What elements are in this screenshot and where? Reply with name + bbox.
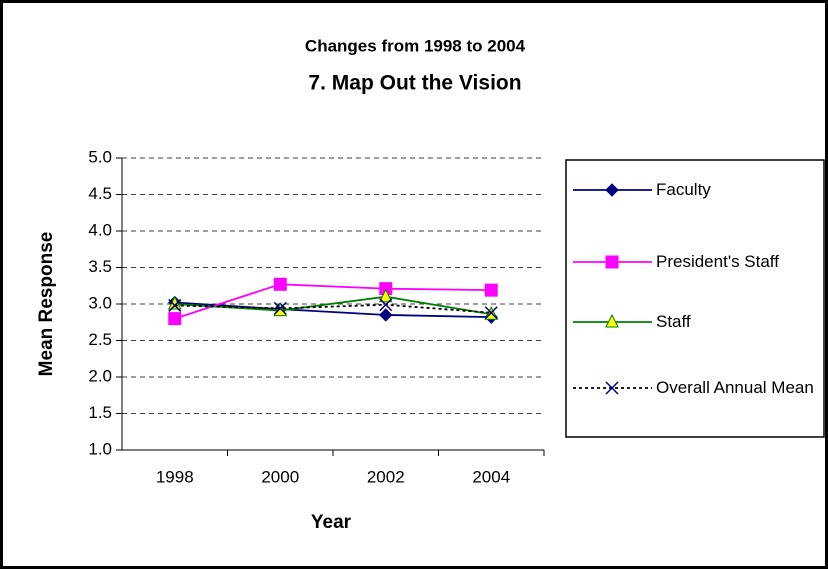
y-tick-label: 3.5 [88,257,112,276]
y-axis-label: Mean Response [36,232,57,377]
marker [379,308,393,322]
y-tick-label: 4.5 [88,184,112,203]
x-tick-label: 2000 [261,467,299,486]
x-tick-label: 2004 [472,467,510,486]
legend-label: Overall Annual Mean [656,378,814,397]
legend-label-box: Staff [656,312,691,331]
marker [605,313,619,328]
marker [484,283,498,297]
legend-label: Staff [656,312,691,331]
marker [168,312,182,326]
marker [378,288,393,303]
y-tick-label: 1.5 [88,403,112,422]
legend-label: Faculty [656,180,711,199]
y-tick-label: 3.0 [88,293,112,312]
legend-label-box: President's Staff [656,252,779,271]
y-tick-label: 1.0 [88,439,112,458]
series-line [174,301,492,319]
series-line [174,295,492,316]
series-line [174,303,492,314]
x-tick-label: 1998 [156,467,194,486]
marker [605,183,619,197]
y-tick-label: 5.0 [88,147,112,166]
marker [605,381,619,395]
chart-subtitle: 7. Map Out the Vision [308,72,521,95]
marker [605,255,619,269]
x-axis-label: Year [311,512,352,533]
marker [273,301,287,315]
marker [168,298,182,312]
series-line [174,283,492,320]
marker [379,298,393,312]
y-tick-label: 4.0 [88,220,112,239]
y-tick-label: 2.0 [88,366,112,385]
legend-label-box: Overall Annual Mean [656,378,814,397]
legend-label-box: Faculty [656,180,711,199]
marker [484,306,498,320]
marker [273,277,287,291]
chart-title: Changes from 1998 to 2004 [305,36,526,55]
x-tick-label: 2002 [367,467,405,486]
legend-label: President's Staff [656,252,779,271]
marker [273,302,288,317]
y-tick-label: 2.5 [88,330,112,349]
